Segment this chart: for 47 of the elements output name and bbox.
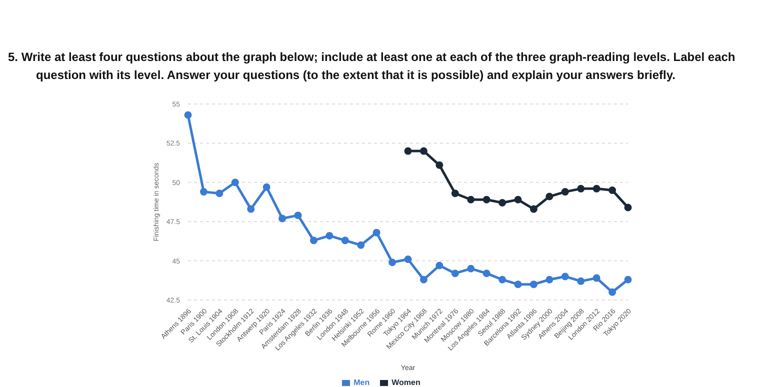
point — [498, 276, 506, 284]
point — [514, 196, 522, 204]
point — [514, 280, 522, 288]
point — [451, 270, 459, 278]
point — [200, 188, 208, 196]
point — [467, 196, 475, 204]
point — [624, 204, 632, 212]
point — [482, 270, 490, 278]
point — [482, 196, 490, 204]
point — [561, 272, 569, 280]
legend-label: Men — [354, 378, 370, 387]
point — [624, 276, 632, 284]
point — [608, 186, 616, 194]
point — [420, 147, 428, 155]
point — [436, 161, 444, 169]
point — [341, 236, 349, 244]
point — [577, 277, 585, 285]
point — [231, 178, 239, 186]
point — [216, 190, 224, 198]
point — [546, 276, 554, 284]
point — [530, 205, 538, 213]
point — [436, 262, 444, 270]
point — [372, 228, 380, 236]
point — [420, 276, 428, 284]
point — [326, 232, 334, 240]
point — [592, 184, 600, 192]
point — [388, 258, 396, 266]
chart-title: 5. Write at least four questions about the graph below; include at least one at each of the three graph-reading levels. Label each question with its level. Answer your questions (to the extent that it is possible) and explain your answers briefly. — [8, 49, 736, 84]
point — [592, 274, 600, 282]
point — [577, 184, 585, 192]
point — [404, 147, 412, 155]
point — [357, 241, 365, 249]
point — [262, 183, 270, 191]
point — [530, 280, 538, 288]
point — [498, 199, 506, 207]
point — [247, 205, 255, 213]
point — [561, 188, 569, 196]
point — [278, 214, 286, 222]
point — [546, 192, 554, 200]
point — [294, 212, 302, 220]
point — [467, 264, 475, 272]
legend-label: Women — [392, 378, 420, 387]
point — [404, 255, 412, 263]
point — [451, 190, 459, 198]
point — [310, 236, 318, 244]
point — [608, 288, 616, 296]
point — [184, 111, 192, 119]
